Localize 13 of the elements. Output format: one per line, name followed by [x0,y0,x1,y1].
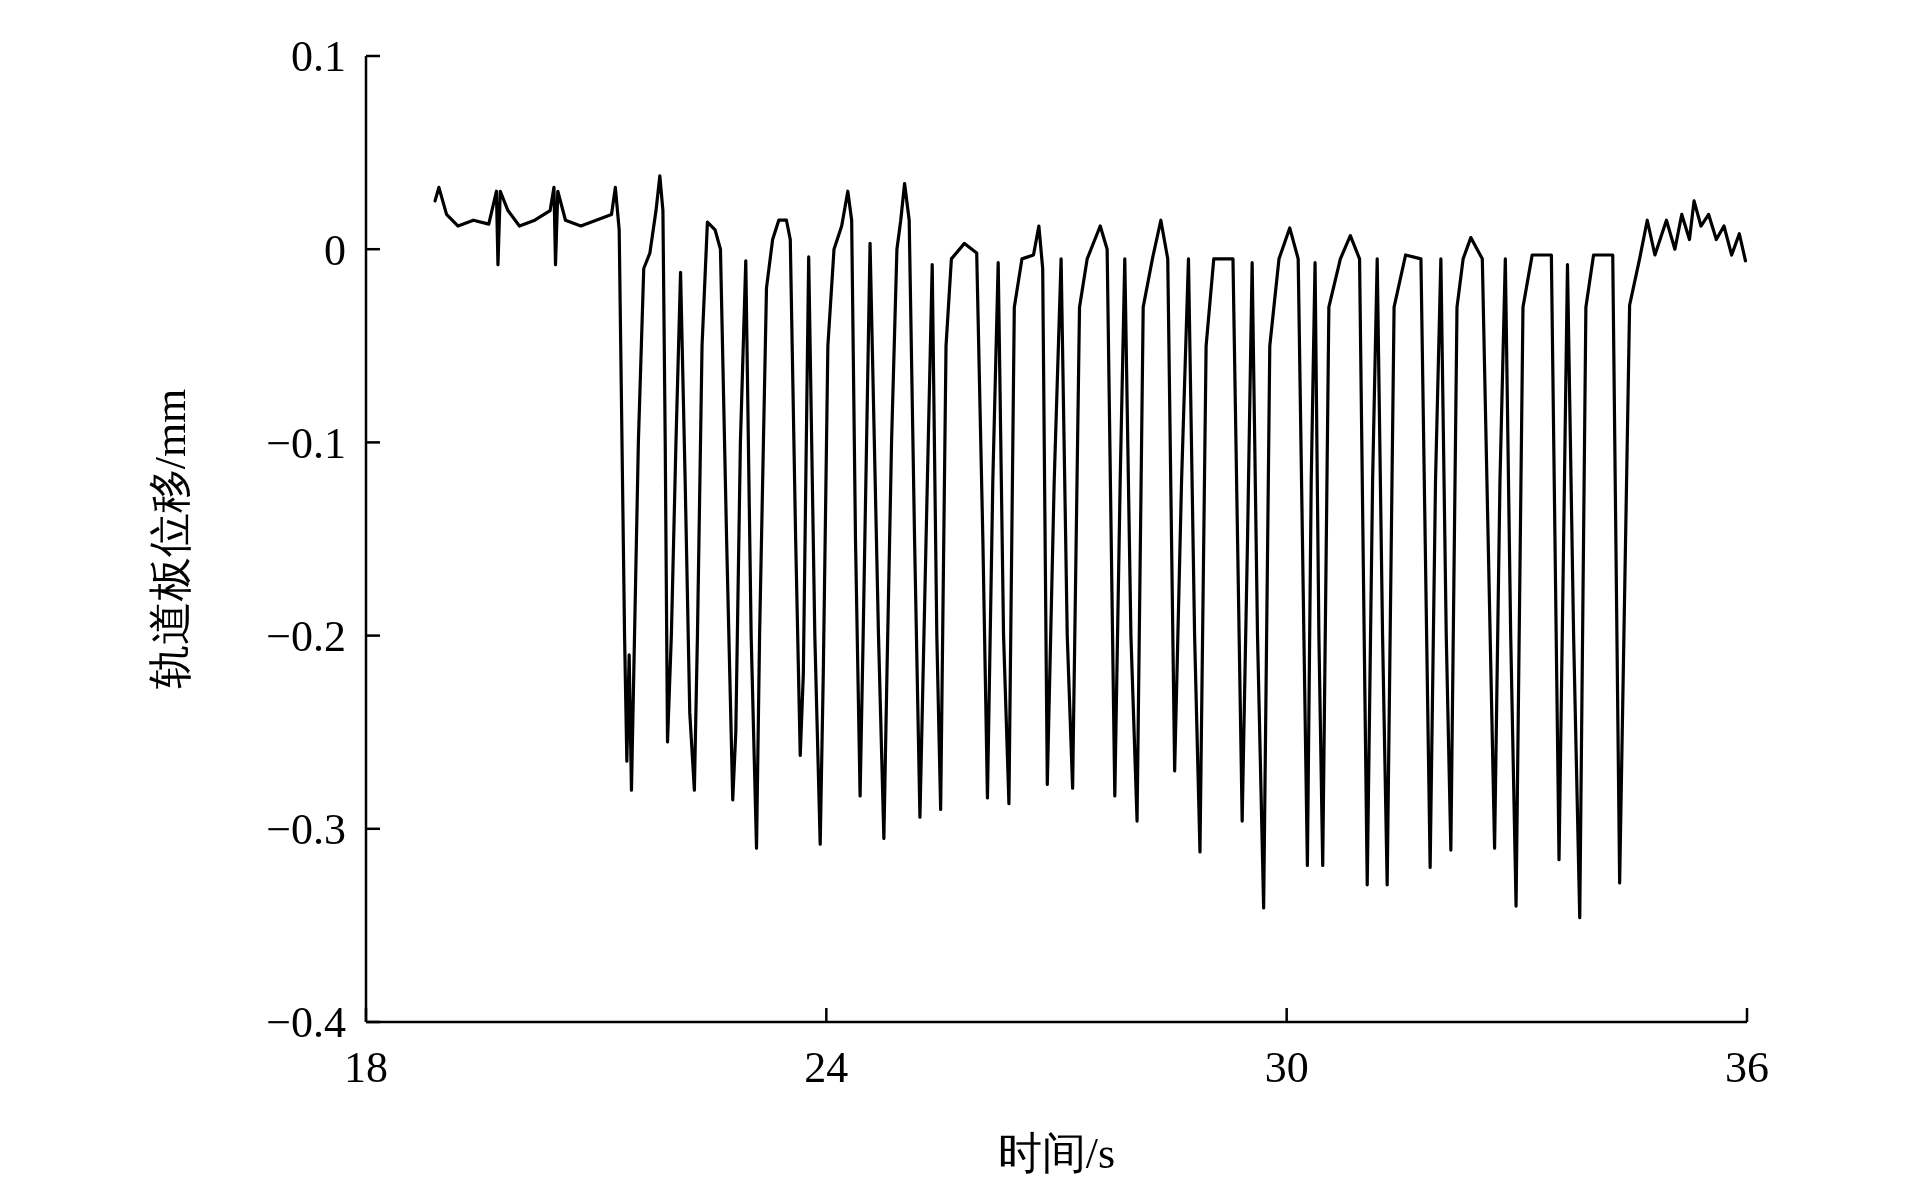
y-tick-label: −0.4 [266,998,346,1048]
x-tick-label: 24 [804,1043,849,1092]
y-tick-label: −0.2 [266,612,346,661]
line-series [433,174,1748,920]
x-tick-label: 30 [1264,1043,1309,1092]
x-axis-title: 时间/s [997,1129,1116,1178]
y-tick-label: 0.1 [291,32,346,82]
y-tick-label: 0 [324,225,346,275]
y-tick-label: −0.3 [266,805,346,855]
x-tick-label: 18 [344,1043,388,1092]
x-tick-label: 36 [1725,1043,1769,1092]
y-tick-label: −0.1 [266,418,346,468]
y-axis-title: 轨道板位移/mm [146,388,195,690]
